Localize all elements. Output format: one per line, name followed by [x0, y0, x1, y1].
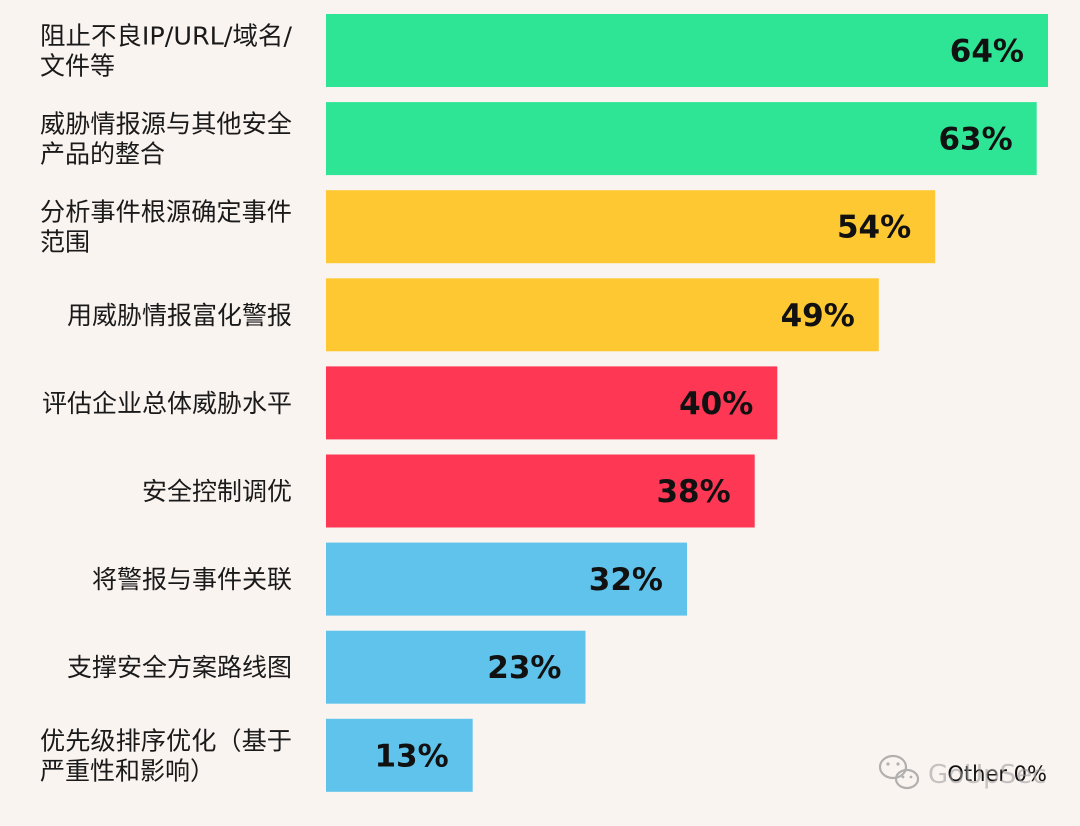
bar — [326, 366, 778, 440]
category-label-line: 评估企业总体威胁水平 — [42, 389, 292, 418]
category-label: 支撑安全方案路线图 — [67, 653, 292, 682]
category-label-line: 严重性和影响） — [40, 756, 215, 785]
category-label-line: 安全控制调优 — [142, 477, 292, 506]
bar — [326, 630, 586, 704]
value-label: 49% — [781, 298, 855, 334]
watermark-text: GoUpSec — [928, 760, 1046, 790]
category-label-line: 支撑安全方案路线图 — [67, 653, 292, 682]
category-label: 安全控制调优 — [142, 477, 292, 506]
value-label: 23% — [487, 650, 561, 686]
category-label-line: 威胁情报源与其他安全 — [40, 110, 292, 139]
value-label: 63% — [938, 122, 1012, 158]
category-label: 评估企业总体威胁水平 — [42, 389, 292, 418]
watermark: GoUpSec — [878, 754, 1046, 790]
category-label-line: 优先级排序优化（基于 — [40, 726, 292, 755]
category-label-line: 将警报与事件关联 — [92, 565, 292, 594]
value-labels: 64% 63% 54% 49% 40% 38% 32% 23% 13% — [374, 34, 1024, 775]
category-label: 用威胁情报富化警报 — [67, 301, 292, 330]
other-label: Other 0% — [947, 762, 1047, 786]
bar — [326, 278, 879, 352]
bar — [326, 718, 473, 792]
value-label: 40% — [679, 386, 753, 422]
value-label: 38% — [656, 474, 730, 510]
category-label: 将警报与事件关联 — [92, 565, 292, 594]
category-label-line: 范围 — [40, 228, 90, 257]
bar — [326, 190, 936, 264]
wechat-icon — [878, 754, 920, 790]
category-label: 阻止不良IP/URL/域名/文件等 — [40, 22, 293, 81]
bar — [326, 102, 1037, 176]
category-label-line: 阻止不良IP/URL/域名/ — [40, 22, 293, 51]
bar — [326, 14, 1048, 87]
value-label: 32% — [589, 562, 663, 598]
bar — [326, 542, 687, 616]
category-label-line: 分析事件根源确定事件 — [40, 198, 292, 227]
category-labels: 阻止不良IP/URL/域名/文件等威胁情报源与其他安全产品的整合分析事件根源确定… — [40, 22, 293, 786]
category-label-line: 文件等 — [40, 52, 115, 81]
category-label-line: 用威胁情报富化警报 — [67, 301, 292, 330]
value-label: 54% — [837, 210, 911, 246]
bars-layer — [326, 14, 1048, 792]
value-label: 64% — [950, 34, 1024, 70]
value-label: 13% — [374, 738, 448, 774]
bar — [326, 454, 755, 528]
category-label-line: 产品的整合 — [40, 140, 165, 169]
